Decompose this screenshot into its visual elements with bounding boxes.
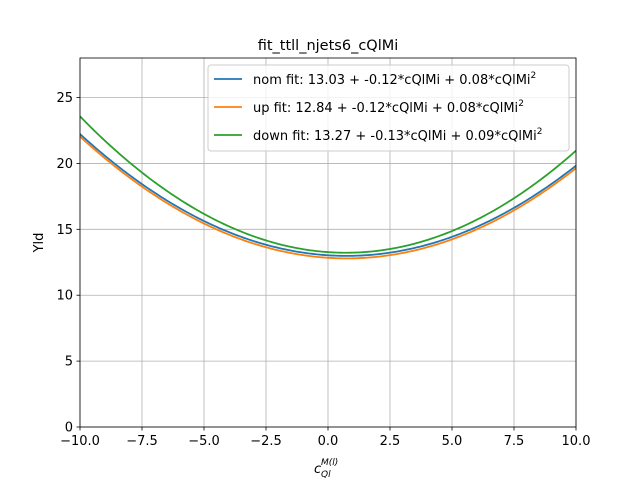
chart-title: fit_ttll_njets6_cQlMi xyxy=(258,38,399,54)
y-tick-label: 20 xyxy=(56,157,73,172)
x-tick-label: 2.5 xyxy=(380,434,401,449)
legend-label-exponent: 2 xyxy=(518,99,524,109)
x-axis-label-subscript: Ql xyxy=(321,470,331,480)
x-axis-ticks: −10.0 −7.5 −5.0 −2.5 0.0 2.5 5.0 7.5 10.0 xyxy=(60,427,590,449)
x-tick-label: −2.5 xyxy=(250,434,282,449)
plot-lines xyxy=(79,115,577,260)
series-line-up-fit xyxy=(79,135,577,260)
x-axis-label-base: c xyxy=(314,462,321,477)
series-line-down-fit xyxy=(79,115,577,254)
legend-label: nom fit: 13.03 + -0.12*cQlMi + 0.08*cQlM… xyxy=(253,71,536,88)
legend-label-text: up fit: 12.84 + -0.12*cQlMi + 0.08*cQlMi xyxy=(253,101,518,116)
legend-box xyxy=(207,64,570,152)
y-tick-label: 0 xyxy=(65,421,73,436)
x-tick-label: −10.0 xyxy=(60,434,100,449)
x-axis-label-superscript: M(l) xyxy=(321,458,338,468)
legend-label-text: down fit: 13.27 + -0.13*cQlMi + 0.09*cQl… xyxy=(253,129,537,144)
legend-label-text: nom fit: 13.03 + -0.12*cQlMi + 0.08*cQlM… xyxy=(253,73,531,88)
x-tick-label: 10.0 xyxy=(562,434,591,449)
y-tick-label: 15 xyxy=(56,223,73,238)
x-tick-label: 5.0 xyxy=(442,434,463,449)
x-tick-label: −5.0 xyxy=(188,434,220,449)
legend: nom fit: 13.03 + -0.12*cQlMi + 0.08*cQlM… xyxy=(207,64,570,152)
x-tick-label: −7.5 xyxy=(126,434,158,449)
x-tick-label: 7.5 xyxy=(504,434,525,449)
y-tick-label: 25 xyxy=(56,91,73,106)
legend-label-exponent: 2 xyxy=(537,127,543,137)
y-axis-ticks: 0 5 10 15 20 25 xyxy=(56,91,80,436)
x-axis-label: c Ql M(l) xyxy=(314,458,338,480)
x-tick-label: 0.0 xyxy=(318,434,339,449)
series-line-nom-fit xyxy=(79,133,577,257)
legend-label: down fit: 13.27 + -0.13*cQlMi + 0.09*cQl… xyxy=(253,127,543,144)
y-axis-label: Yld xyxy=(32,233,47,254)
legend-label-exponent: 2 xyxy=(531,71,537,81)
legend-label: up fit: 12.84 + -0.12*cQlMi + 0.08*cQlMi… xyxy=(253,99,524,116)
y-tick-label: 5 xyxy=(65,355,73,370)
y-tick-label: 10 xyxy=(56,289,73,304)
